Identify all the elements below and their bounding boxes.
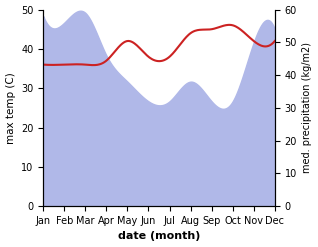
Y-axis label: med. precipitation (kg/m2): med. precipitation (kg/m2) xyxy=(302,42,313,173)
Y-axis label: max temp (C): max temp (C) xyxy=(5,72,16,144)
X-axis label: date (month): date (month) xyxy=(118,231,200,242)
